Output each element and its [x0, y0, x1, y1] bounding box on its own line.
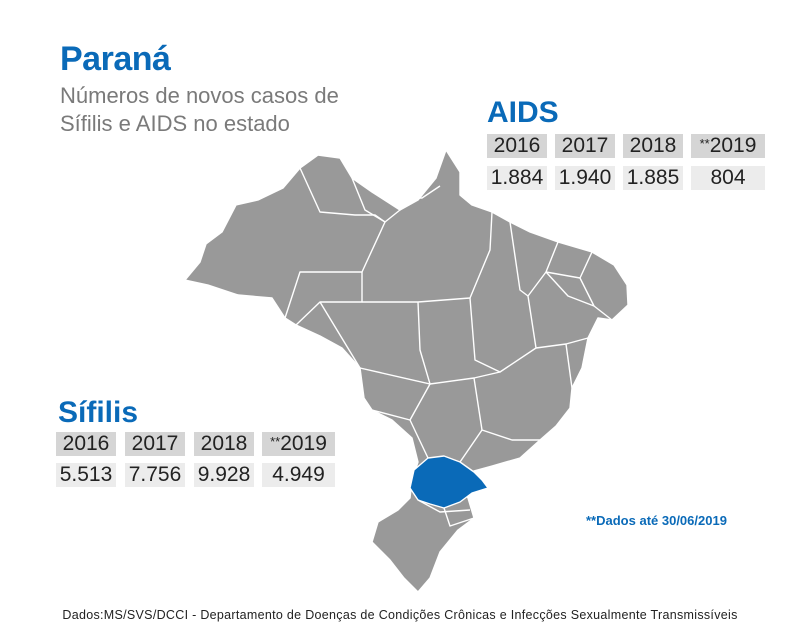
- aids-year-label: 2016: [493, 134, 541, 157]
- data-note: **Dados até 30/06/2019: [586, 513, 727, 528]
- aids-value-2016: 1.884: [487, 166, 547, 190]
- aids-value-2017: 1.940: [555, 166, 615, 190]
- sifilis-value-2019: 4.949: [262, 463, 335, 487]
- sifilis-year-mark: **: [270, 434, 281, 449]
- aids-value-2018: 1.885: [623, 166, 683, 190]
- aids-title: AIDS: [487, 96, 559, 129]
- sifilis-year-label: 2019: [280, 432, 327, 455]
- sifilis-year-2016: 2016: [56, 432, 116, 456]
- sifilis-year-label: 2018: [200, 432, 248, 455]
- page-subtitle: Números de novos casos de Sífilis e AIDS…: [60, 83, 339, 136]
- aids-year-2018: 2018: [623, 134, 683, 158]
- state-borders: [185, 167, 613, 527]
- aids-year-label: 2018: [629, 134, 677, 157]
- aids-year-label: 2019: [709, 134, 757, 157]
- sifilis-value-2016: 5.513: [56, 463, 116, 487]
- sifilis-year-label: 2017: [131, 432, 179, 455]
- aids-year-2016: 2016: [487, 134, 547, 158]
- aids-year-mark: **: [699, 136, 710, 151]
- sifilis-value-2017: 7.756: [125, 463, 185, 487]
- sifilis-title: Sífilis: [58, 396, 139, 429]
- source-footer: Dados:MS/SVS/DCCI - Departamento de Doen…: [62, 608, 738, 622]
- aids-year-2017: 2017: [555, 134, 615, 158]
- sifilis-year-2017: 2017: [125, 432, 185, 456]
- sifilis-year-2019: **2019: [262, 432, 335, 456]
- sifilis-year-2018: 2018: [194, 432, 254, 456]
- page-title: Paraná: [60, 40, 171, 78]
- sifilis-year-label: 2016: [62, 432, 110, 455]
- sifilis-value-2018: 9.928: [194, 463, 254, 487]
- aids-year-label: 2017: [561, 134, 609, 157]
- aids-value-2019: 804: [691, 166, 765, 190]
- brazil-outline: [184, 149, 629, 593]
- aids-year-2019: **2019: [691, 134, 765, 158]
